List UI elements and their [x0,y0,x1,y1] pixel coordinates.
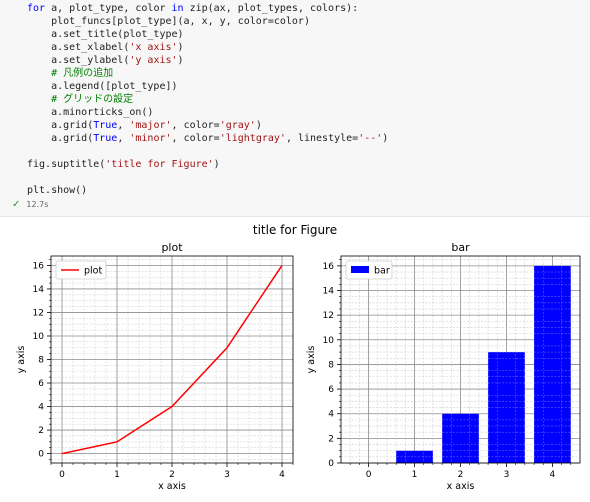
code-line: a.grid(True, 'major', color='gray') [27,120,262,131]
code-line: a.legend([plot_type]) [27,81,178,92]
y-axis-label: y axis [16,346,27,374]
code-line: for a, plot_type, color in zip(ax, plot_… [27,3,359,14]
y-tick-label: 2 [38,426,44,436]
code-line: a.set_ylabel('y axis') [27,55,184,66]
y-tick-label: 4 [38,403,44,413]
x-tick-label: 1 [114,470,120,480]
code-line: a.set_xlabel('x axis') [27,42,184,53]
bar [534,265,571,463]
x-tick-label: 0 [59,470,65,480]
y-tick-label: 8 [38,356,44,366]
code-line [27,145,388,158]
figure: title for Figure 0 1 2 3 40246810121416plotx… [16,223,581,492]
y-tick-label: 8 [328,360,334,370]
code-line: a.minorticks_on() [27,107,154,118]
chart-title: plot [161,241,183,254]
code-editor[interactable]: for a, plot_type, color in zip(ax, plot_… [27,2,388,197]
code-cell[interactable]: for a, plot_type, color in zip(ax, plot_… [0,0,590,217]
y-tick-label: 12 [33,308,44,318]
code-line: plot_funcs[plot_type](a, x, y, color=col… [27,16,310,27]
figure-suptitle: title for Figure [253,223,337,237]
line-series [61,264,283,455]
y-tick-label: 6 [38,379,44,389]
y-tick-label: 12 [323,311,334,321]
code-line: a.set_title(plot_type) [27,29,184,40]
legend-label: bar [374,266,390,277]
y-tick-label: 6 [328,385,334,395]
code-line [27,171,388,184]
execution-status: ✓ 12.7s [12,199,48,210]
x-tick-label: 2 [169,470,175,480]
cell-output: title for Figure 0 1 2 3 4 0 2 4 6 8 10 12 14 16 plot x… [0,218,590,498]
y-tick-label: 16 [33,261,45,271]
y-tick-label: 0 [38,450,44,460]
x-tick-label: 4 [550,470,556,480]
legend-bar-swatch [351,266,369,273]
y-tick-label: 2 [328,434,334,444]
y-axis-label: y axis [306,346,317,374]
y-tick-label: 16 [323,262,335,272]
x-tick-label: 1 [412,470,418,480]
legend: plot [55,260,107,280]
x-axis-label: x axis [447,481,475,492]
execution-time: 12.7s [26,200,49,209]
x-tick-label: 4 [279,470,285,480]
y-tick-label: 4 [328,410,334,420]
code-line: # 凡例の追加 [27,68,114,79]
x-tick-label: 0 [366,470,372,480]
x-tick-label: 3 [224,470,230,480]
y-tick-label: 10 [323,336,335,346]
check-icon: ✓ [12,199,21,210]
code-line: plt.show() [27,185,88,196]
y-tick-label: 14 [323,287,335,297]
y-tick-label: 14 [33,285,45,295]
x-tick-label: 3 [504,470,510,480]
code-line: a.grid(True, 'minor', color='lightgray',… [27,133,389,144]
legend-box [55,260,107,280]
chart-title: bar [451,241,470,254]
code-line: fig.suptitle('title for Figure') [27,159,220,170]
x-tick-label: 2 [458,470,464,480]
x-axis-label: x axis [158,481,186,492]
legend: bar [345,260,393,280]
y-tick-label: 10 [33,332,45,342]
bar [442,413,479,463]
legend-label: plot [84,266,102,277]
y-tick-label: 0 [328,459,334,469]
code-line: # グリッドの設定 [27,94,134,105]
